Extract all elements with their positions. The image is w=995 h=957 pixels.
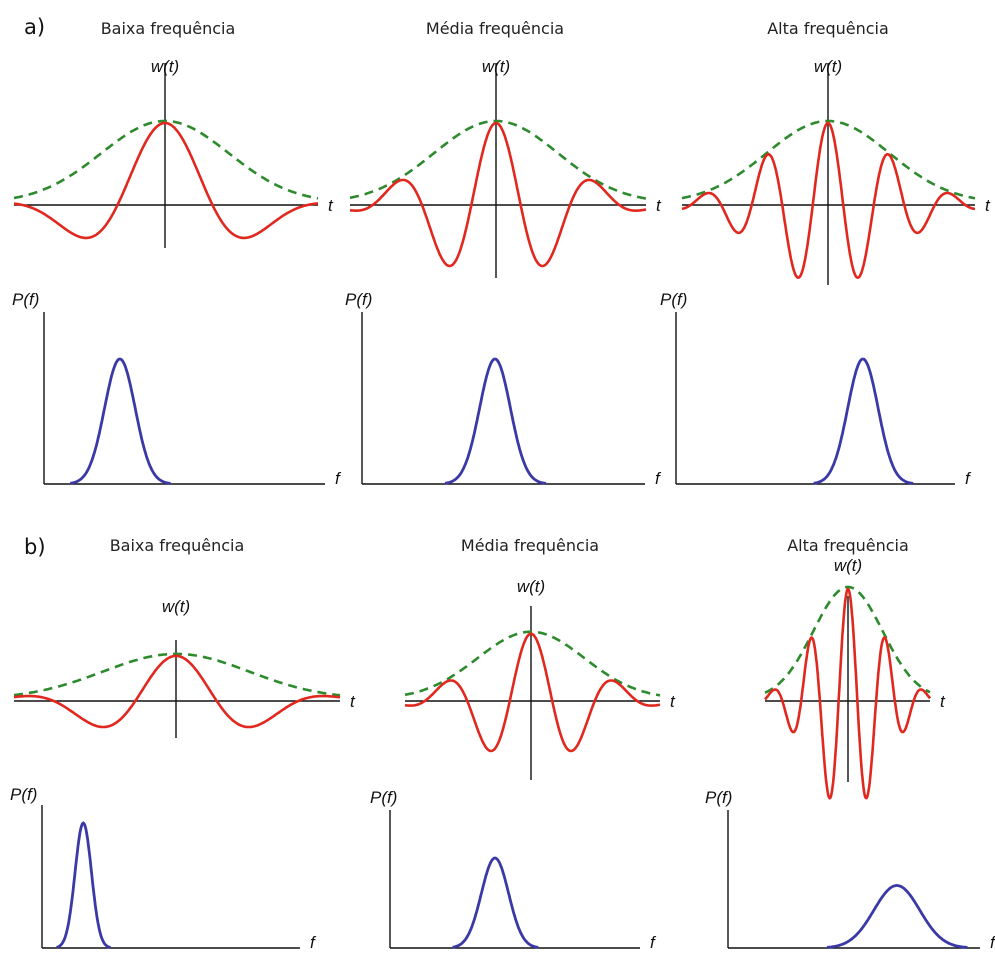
part-a-low-t-label: t — [328, 196, 334, 215]
part-a-low-envelope — [13, 119, 319, 200]
part-a-high-pf-label: P(f) — [660, 290, 687, 309]
part-b-high-wavelet — [764, 587, 932, 800]
part-b-high-pf-label: P(f) — [705, 788, 732, 807]
part-b-mid-wavelet — [404, 632, 661, 753]
part-a-mid-envelope — [349, 119, 647, 200]
part-b-mid-envelope — [404, 630, 661, 697]
part-b-label: b) — [24, 535, 46, 559]
part-a-title-low: Baixa frequência — [101, 19, 236, 38]
part-a-low-wavelet — [13, 121, 319, 240]
part-b-title-mid: Média frequência — [461, 536, 599, 555]
part-a-low-f-label: f — [335, 469, 342, 488]
part-a-high-f-label: f — [965, 469, 972, 488]
part-a-low-pf-label: P(f) — [12, 290, 39, 309]
part-b-title-low: Baixa frequência — [110, 536, 245, 555]
part-a-mid-wt-label: w(t) — [482, 57, 510, 76]
part-a-low-wt-label: w(t) — [151, 57, 179, 76]
part-a-mid-pf-label: P(f) — [345, 290, 372, 309]
part-a-title-mid: Média frequência — [426, 19, 564, 38]
part-b-title-high: Alta frequência — [787, 536, 909, 555]
part-b-high-f-label: f — [990, 933, 995, 952]
part-a-title-high: Alta frequência — [767, 19, 889, 38]
part-a-label: a) — [24, 15, 45, 39]
part-a-mid-wavelet — [349, 121, 647, 268]
part-b-low-envelope — [13, 652, 341, 697]
part-a-high-envelope — [681, 119, 976, 200]
part-b-mid-pf-label: P(f) — [370, 788, 397, 807]
part-b-mid-spectrum — [452, 856, 539, 949]
part-b-mid-f-label: f — [650, 933, 657, 952]
part-b-low-t-label: t — [350, 692, 356, 711]
part-a-low-spectrum — [70, 357, 171, 485]
part-b-mid-t-label: t — [670, 692, 676, 711]
part-b-high-wt-label: w(t) — [834, 556, 862, 575]
part-b-mid-wt-label: w(t) — [517, 577, 545, 596]
part-a-mid-t-label: t — [656, 196, 662, 215]
part-b-low-wavelet — [13, 654, 341, 729]
part-a-mid-f-label: f — [655, 469, 662, 488]
part-b-low-pf-label: P(f) — [10, 785, 37, 804]
plots-layer: w(t) t P(f) f w(t) t P(f) f w(t) t P(f) f w(t) t P(f) f… — [10, 57, 995, 952]
part-a-mid-spectrum — [444, 357, 547, 485]
part-a-high-wt-label: w(t) — [814, 57, 842, 76]
part-b-low-spectrum — [56, 821, 111, 949]
part-a-high-wavelet — [681, 121, 976, 280]
part-b-high-envelope — [764, 585, 931, 694]
part-b-low-f-label: f — [310, 933, 317, 952]
part-b-high-spectrum — [826, 884, 968, 949]
part-a-high-spectrum — [813, 357, 914, 485]
part-b-high-t-label: t — [940, 692, 946, 711]
part-a-high-t-label: t — [985, 196, 991, 215]
part-b-low-wt-label: w(t) — [162, 597, 190, 616]
